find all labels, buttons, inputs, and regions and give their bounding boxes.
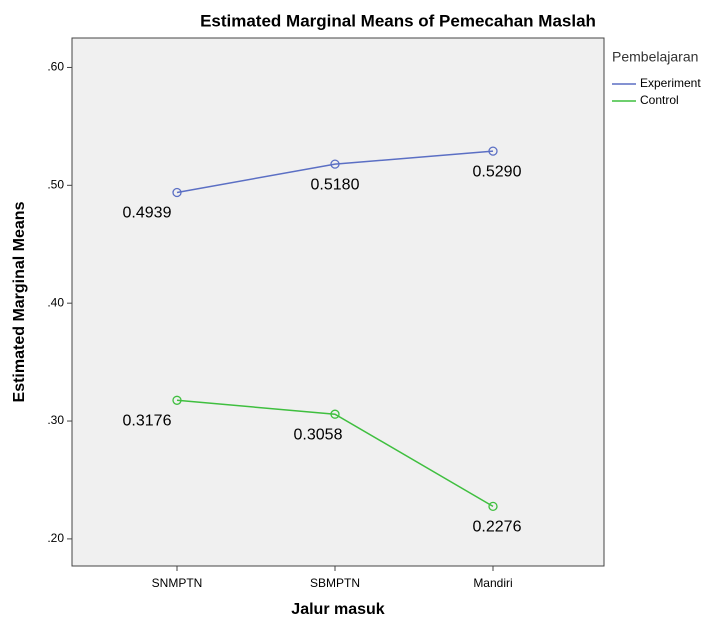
point: [172, 187, 182, 198]
y-tick-label: .20: [47, 531, 64, 545]
plot-area: [71, 37, 605, 567]
data-label: 0.2276: [473, 519, 522, 536]
point: [330, 159, 340, 169]
data-label: 0.3176: [123, 413, 172, 430]
x-axis-title: Jalur masuk: [291, 601, 384, 618]
x-tick-label: SNMPTN: [152, 576, 203, 590]
chart-title: Estimated Marginal Means of Pemecahan Ma…: [200, 11, 596, 30]
y-tick-label: .50: [47, 177, 64, 191]
y-tick-label: .30: [47, 413, 64, 427]
legend-label: Experiment: [640, 76, 701, 90]
y-axis-title: Estimated Marginal Means: [11, 201, 28, 402]
data-label: 0.4939: [123, 205, 172, 222]
series-line: [176, 399, 494, 508]
legend-title: Pembelajaran: [612, 49, 698, 65]
data-label: 0.3058: [294, 426, 343, 443]
legend-label: Control: [640, 93, 679, 107]
x-tick-label: Mandiri: [473, 576, 512, 590]
data-label: 0.5290: [473, 163, 522, 180]
point: [488, 501, 498, 512]
point: [172, 395, 182, 405]
x-tick-label: SBMPTN: [310, 576, 360, 590]
y-tick-label: .60: [47, 60, 64, 74]
series-line: [176, 150, 494, 194]
point: [488, 146, 498, 156]
data-label: 0.5180: [311, 176, 360, 193]
y-tick-label: .40: [47, 295, 64, 309]
point: [330, 409, 340, 419]
